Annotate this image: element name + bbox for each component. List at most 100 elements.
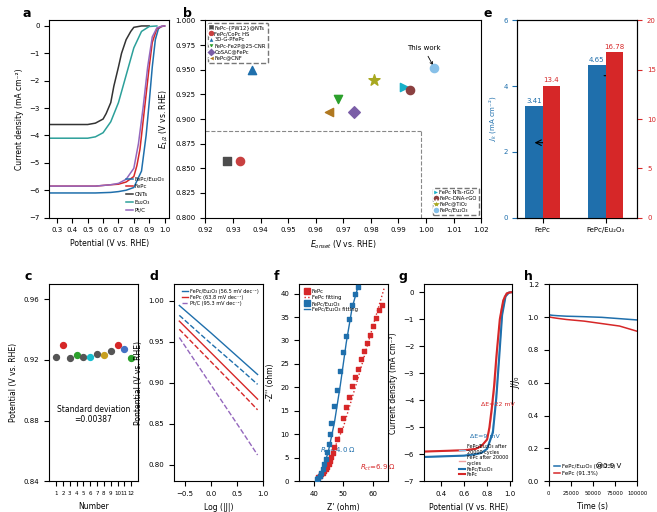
- FePc: [142, 91, 150, 97]
- FePc: [490, 383, 498, 390]
- Eu₂O₃: [145, 24, 153, 30]
- CNTs: [114, 64, 122, 70]
- Pt/C: [130, 165, 138, 172]
- CNTs: [83, 121, 91, 127]
- Text: 3.41: 3.41: [526, 98, 541, 104]
- Point: [222, 157, 233, 165]
- FePc/Eu₂O₃: [326, 418, 336, 426]
- FePc: [317, 469, 328, 477]
- FePc fitting: [325, 459, 332, 465]
- FePc (91.3%): [562, 316, 570, 323]
- FePc/Eu₂O₃ (98.2%): [562, 313, 570, 319]
- Eu₂O₃: [83, 135, 91, 141]
- FePc/Eu₂O₃: [483, 446, 491, 452]
- Legend: FePc/Eu₂O₃, FePc, CNTs, Eu₂O₃, Pt/C: FePc/Eu₂O₃, FePc, CNTs, Eu₂O₃, Pt/C: [124, 174, 166, 215]
- Eu₂O₃: [122, 72, 130, 78]
- FePc/Eu₂O₃ fitting: [336, 382, 344, 388]
- CNTs: [118, 50, 125, 56]
- CNTs: [122, 36, 130, 42]
- Point: [332, 95, 343, 103]
- FePc/Eu₂O₃: [501, 293, 509, 300]
- Text: c: c: [24, 270, 32, 283]
- FePc/Eu₂O₃: [137, 168, 145, 174]
- FePc/Eu₂O₃ fitting: [342, 340, 350, 346]
- Legend: FePc/Eu₂O₃ after
20000 cycles, FePc after 20000
cycles, FePc/Eu₂O₃, FePc: FePc/Eu₂O₃ after 20000 cycles, FePc afte…: [457, 442, 510, 479]
- FePc: [325, 457, 335, 465]
- FePc/Eu₂O₃ (98.2%): [545, 314, 553, 320]
- FePc: [368, 323, 378, 331]
- FePc/Eu₂O₃: [505, 289, 513, 295]
- FePc after 20000 cycles: [483, 436, 491, 442]
- FePc/Eu₂O₃ after 20000 cycles: [420, 454, 428, 460]
- FePc/Eu₂O₃: [472, 451, 480, 457]
- FePc: [332, 435, 343, 443]
- FePc/Eu₂O₃: [122, 187, 130, 194]
- FePc/Eu₂O₃ fitting: [313, 476, 321, 482]
- FePc: [319, 467, 329, 475]
- FePc/Eu₂O₃: [158, 24, 166, 30]
- X-axis label: $E_{onset}$ (V vs. RHE): $E_{onset}$ (V vs. RHE): [310, 239, 376, 251]
- FePc/Eu₂O₃ (98.2%): [616, 315, 623, 322]
- FePc (91.3%): [549, 314, 557, 321]
- Text: ΔE=9 mV: ΔE=9 mV: [470, 434, 499, 439]
- FePc/Eu₂O₃ after 20000 cycles: [505, 289, 513, 295]
- FePc: [341, 403, 351, 411]
- FePc: [460, 447, 468, 453]
- FePc/Eu₂O₃: [91, 190, 99, 196]
- FePc/Eu₂O₃ fitting: [348, 305, 356, 311]
- Line: FePc fitting: FePc fitting: [318, 287, 384, 477]
- Pt/C: [122, 176, 130, 182]
- Y-axis label: Pontential (V vs. RHE): Pontential (V vs. RHE): [134, 340, 143, 425]
- Text: f: f: [274, 270, 280, 283]
- FePc: [376, 301, 387, 309]
- Eu₂O₃: [107, 119, 115, 125]
- FePc/Eu₂O₃: [154, 26, 162, 32]
- Point: [64, 354, 75, 362]
- FePc: [350, 373, 360, 381]
- Y-axis label: Potential (V vs. RHE): Potential (V vs. RHE): [9, 343, 18, 422]
- CNTs: [130, 24, 138, 30]
- Point: [105, 347, 116, 355]
- FePc/Eu₂O₃: [313, 474, 323, 482]
- FePc: [160, 23, 168, 29]
- FePc/Eu₂O₃: [320, 455, 330, 463]
- CNTs: [137, 23, 145, 29]
- FePc: [347, 382, 357, 391]
- FePc fitting: [369, 324, 377, 330]
- FePc: [316, 470, 327, 478]
- Point: [72, 351, 82, 359]
- FePc/Eu₂O₃ (98.2%): [545, 312, 553, 318]
- Pt/C: [135, 141, 143, 147]
- Bar: [588, 65, 606, 218]
- Point: [399, 82, 409, 91]
- Y-axis label: $J/J_0$: $J/J_0$: [509, 376, 522, 390]
- FePc/Eu₂O₃: [350, 289, 360, 297]
- FePc/Eu₂O₃ after 20000 cycles: [507, 289, 515, 295]
- Point: [85, 353, 95, 361]
- FePc/Eu₂O₃: [344, 315, 355, 324]
- FePc: [107, 182, 115, 188]
- FePc after 20000 cycles: [460, 447, 468, 453]
- FePc/Eu₂O₃: [145, 99, 153, 105]
- FePc/Eu₂O₃: [45, 190, 53, 196]
- Line: FePc: FePc: [424, 292, 511, 452]
- Pt/C: [107, 182, 115, 188]
- Y-axis label: $E_{1/2}$ (V vs. RHE): $E_{1/2}$ (V vs. RHE): [157, 89, 170, 149]
- Line: FePc after 20000 cycles: FePc after 20000 cycles: [424, 292, 511, 452]
- FePc: [506, 289, 514, 295]
- CNTs: [127, 28, 135, 34]
- FePc/Eu₂O₃: [311, 475, 322, 483]
- FePc: [130, 174, 138, 180]
- FePc/Eu₂O₃ after 20000 cycles: [478, 450, 486, 456]
- FePc fitting: [339, 424, 347, 431]
- FePc: [328, 449, 338, 457]
- Y-axis label: $J_k$ (mA cm⁻²): $J_k$ (mA cm⁻²): [487, 96, 497, 142]
- Line: FePc/Eu₂O₃ (98.2%): FePc/Eu₂O₃ (98.2%): [549, 314, 637, 320]
- FePc/Eu₂O₃: [420, 454, 428, 460]
- FePc: [153, 26, 161, 32]
- FePc after 20000 cycles: [504, 289, 512, 295]
- FePc/Eu₂O₃: [341, 332, 351, 340]
- Line: Pt/C: Pt/C: [49, 26, 164, 186]
- FePc: [335, 425, 346, 434]
- FePc/Eu₂O₃ (98.2%): [545, 311, 553, 317]
